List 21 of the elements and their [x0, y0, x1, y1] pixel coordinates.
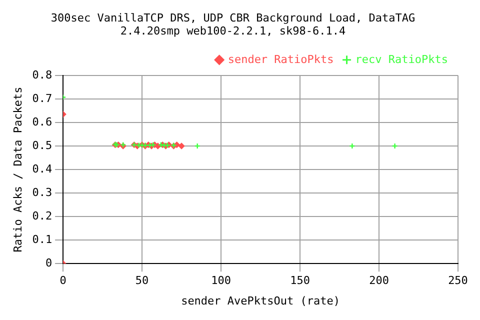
x-tick-label: 250 — [448, 274, 468, 288]
y-tick-label: 0 — [45, 256, 52, 270]
y-tick-label: 0.5 — [32, 138, 52, 152]
x-tick-label: 150 — [290, 274, 310, 288]
legend-label: recv RatioPkts — [355, 52, 448, 66]
chart-title: 300sec VanillaTCP DRS, UDP CBR Background Load, DataTAG — [50, 11, 416, 24]
y-tick-label: 0.1 — [32, 232, 52, 246]
chart-subtitle: 2.4.20smp web100-2.2.1, sk98-6.1.4 — [120, 24, 346, 38]
x-tick-label: 200 — [369, 274, 389, 288]
y-tick-label: 0.7 — [32, 92, 52, 105]
x-tick-label: 0 — [60, 274, 66, 288]
x-tick-label: 50 — [135, 274, 149, 288]
y-tick-label: 0.6 — [32, 115, 52, 128]
y-tick-label: 0.4 — [32, 162, 52, 176]
y-tick-label: 0.8 — [32, 68, 52, 82]
legend-label: sender RatioPkts — [228, 52, 334, 66]
x-axis-title: sender AvePktsOut (rate) — [181, 294, 340, 308]
x-tick-label: 100 — [211, 274, 231, 288]
y-axis-title: Ratio Acks / Data Packets — [11, 86, 24, 252]
y-tick-label: 0.3 — [32, 186, 52, 199]
y-tick-label: 0.2 — [32, 209, 52, 222]
